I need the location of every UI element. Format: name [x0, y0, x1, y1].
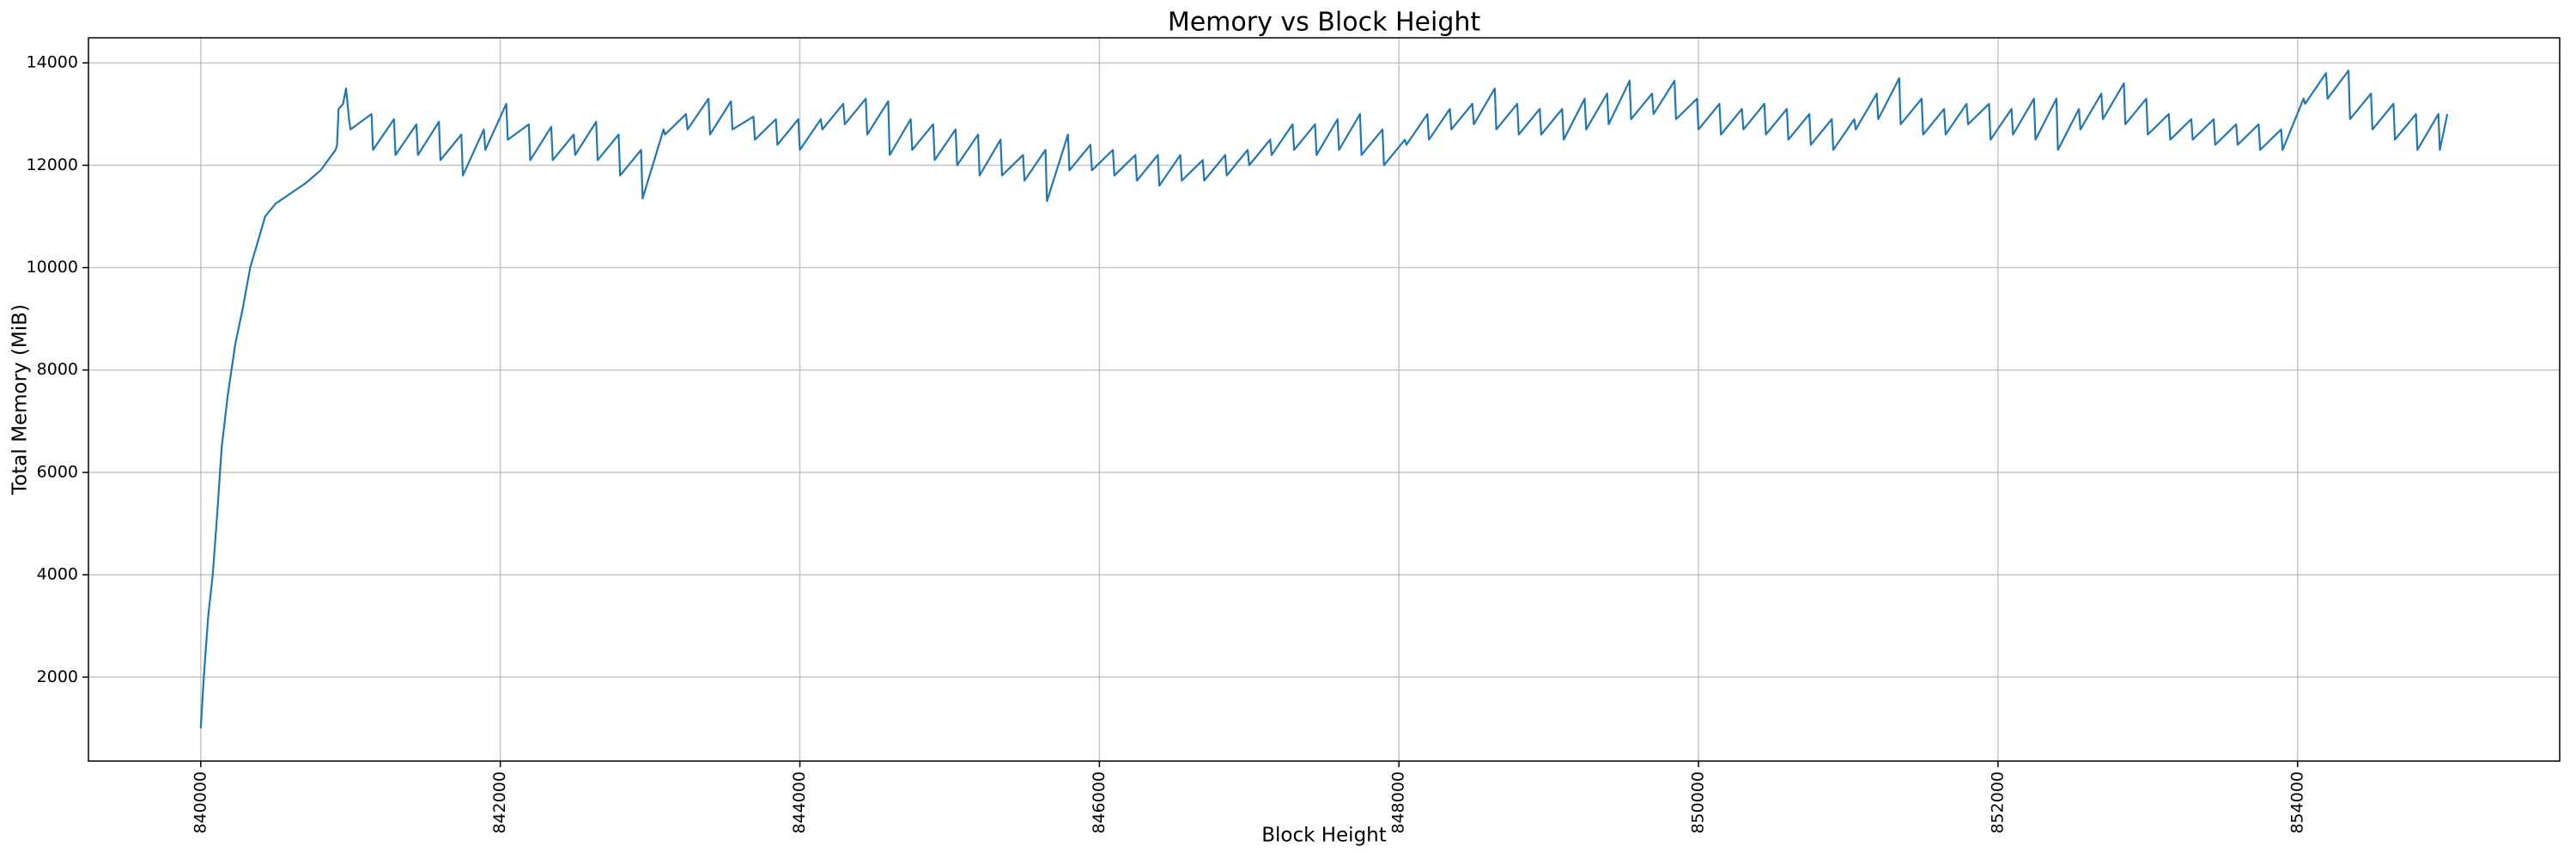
y-tick-label: 10000: [27, 258, 78, 277]
x-tick-label: 846000: [1090, 771, 1109, 834]
y-axis-label: Total Memory (MiB): [9, 304, 32, 496]
plot-frame: [88, 37, 2561, 762]
y-tick-label: 12000: [27, 155, 78, 174]
x-tick-label: 848000: [1389, 771, 1408, 834]
chart-title: Memory vs Block Height: [1168, 8, 1481, 38]
y-tick-label: 4000: [37, 565, 78, 584]
x-tick-label: 844000: [790, 771, 809, 834]
x-tick-label: 854000: [2287, 771, 2306, 834]
x-tick-label: 840000: [191, 771, 210, 834]
data-line: [199, 70, 2449, 728]
y-tick-label: 14000: [27, 53, 78, 72]
x-axis-label: Block Height: [1261, 825, 1387, 847]
y-tick-label: 2000: [37, 667, 78, 686]
y-tick-label: 8000: [37, 360, 78, 379]
x-tick-label: 852000: [1988, 771, 2007, 834]
y-tick-label: 6000: [37, 462, 78, 481]
x-tick-label: 850000: [1689, 771, 1708, 834]
x-tick-label: 842000: [490, 771, 509, 834]
